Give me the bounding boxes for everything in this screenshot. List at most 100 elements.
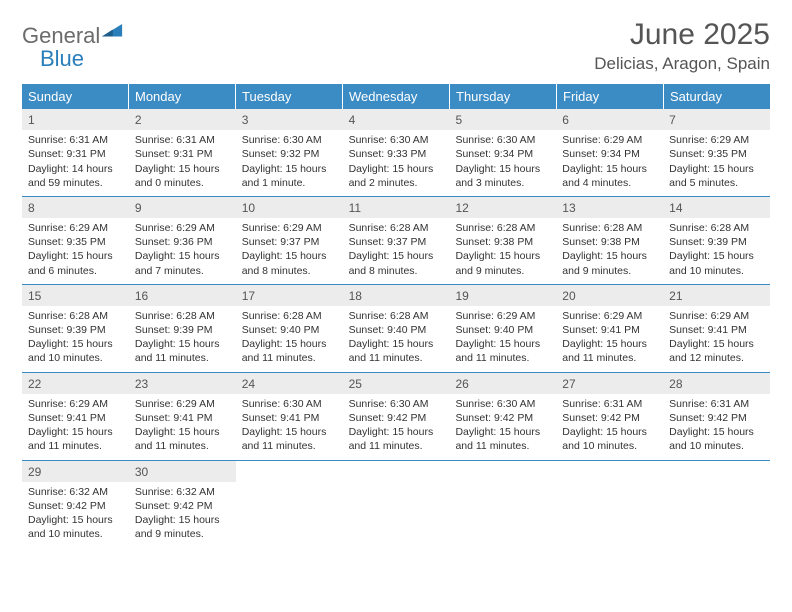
location: Delicias, Aragon, Spain	[594, 54, 770, 74]
day-cell: 7Sunrise: 6:29 AMSunset: 9:35 PMDaylight…	[663, 109, 770, 196]
sunrise-line: Sunrise: 6:30 AM	[349, 397, 444, 411]
daylight-line: Daylight: 15 hours and 6 minutes.	[28, 249, 123, 277]
day-cell: 17Sunrise: 6:28 AMSunset: 9:40 PMDayligh…	[236, 285, 343, 372]
logo-text-blue: Blue	[40, 46, 84, 71]
sunset-line: Sunset: 9:42 PM	[455, 411, 550, 425]
sunrise-line: Sunrise: 6:28 AM	[135, 309, 230, 323]
day-number: 29	[22, 461, 129, 482]
sunset-line: Sunset: 9:33 PM	[349, 147, 444, 161]
sunset-line: Sunset: 9:34 PM	[455, 147, 550, 161]
sunset-line: Sunset: 9:40 PM	[349, 323, 444, 337]
day-number: 4	[343, 109, 450, 130]
sunrise-line: Sunrise: 6:29 AM	[135, 397, 230, 411]
sunset-line: Sunset: 9:39 PM	[669, 235, 764, 249]
sunset-line: Sunset: 9:42 PM	[349, 411, 444, 425]
week-row: 29Sunrise: 6:32 AMSunset: 9:42 PMDayligh…	[22, 461, 770, 548]
sunrise-line: Sunrise: 6:29 AM	[28, 397, 123, 411]
sunrise-line: Sunrise: 6:30 AM	[242, 397, 337, 411]
day-number: 10	[236, 197, 343, 218]
day-cell-empty	[343, 461, 450, 548]
day-number: 18	[343, 285, 450, 306]
sunset-line: Sunset: 9:31 PM	[28, 147, 123, 161]
daylight-line: Daylight: 15 hours and 11 minutes.	[455, 337, 550, 365]
day-cell: 21Sunrise: 6:29 AMSunset: 9:41 PMDayligh…	[663, 285, 770, 372]
daylight-line: Daylight: 15 hours and 10 minutes.	[669, 425, 764, 453]
day-cell: 26Sunrise: 6:30 AMSunset: 9:42 PMDayligh…	[449, 373, 556, 460]
day-number: 14	[663, 197, 770, 218]
sunset-line: Sunset: 9:40 PM	[242, 323, 337, 337]
day-cell: 4Sunrise: 6:30 AMSunset: 9:33 PMDaylight…	[343, 109, 450, 196]
daylight-line: Daylight: 15 hours and 11 minutes.	[562, 337, 657, 365]
daylight-line: Daylight: 15 hours and 9 minutes.	[135, 513, 230, 541]
day-number: 17	[236, 285, 343, 306]
day-cell: 28 Sunrise: 6:31 AMSunset: 9:42 PMDayligh…	[663, 373, 770, 460]
daylight-line: Daylight: 15 hours and 9 minutes.	[562, 249, 657, 277]
daylight-line: Daylight: 15 hours and 11 minutes.	[135, 337, 230, 365]
day-number: 7	[663, 109, 770, 130]
daylight-line: Daylight: 15 hours and 11 minutes.	[242, 425, 337, 453]
sunrise-line: Sunrise: 6:28 AM	[669, 221, 764, 235]
day-cell: 10Sunrise: 6:29 AMSunset: 9:37 PMDayligh…	[236, 197, 343, 284]
sunset-line: Sunset: 9:36 PM	[135, 235, 230, 249]
daylight-line: Daylight: 15 hours and 3 minutes.	[455, 162, 550, 190]
daylight-line: Daylight: 15 hours and 11 minutes.	[455, 425, 550, 453]
sunset-line: Sunset: 9:41 PM	[242, 411, 337, 425]
sunset-line: Sunset: 9:42 PM	[669, 411, 764, 425]
daylight-line: Daylight: 15 hours and 7 minutes.	[135, 249, 230, 277]
daylight-line: Daylight: 15 hours and 10 minutes.	[562, 425, 657, 453]
sunset-line: Sunset: 9:41 PM	[562, 323, 657, 337]
logo: GeneralBlue	[22, 18, 123, 70]
sunrise-line: Sunrise: 6:32 AM	[28, 485, 123, 499]
day-number: 19	[449, 285, 556, 306]
day-cell: 12Sunrise: 6:28 AMSunset: 9:38 PMDayligh…	[449, 197, 556, 284]
daylight-line: Daylight: 15 hours and 9 minutes.	[455, 249, 550, 277]
daylight-line: Daylight: 15 hours and 12 minutes.	[669, 337, 764, 365]
day-cell: 13Sunrise: 6:28 AMSunset: 9:38 PMDayligh…	[556, 197, 663, 284]
day-number: 28	[663, 373, 770, 394]
sunset-line: Sunset: 9:37 PM	[242, 235, 337, 249]
day-cell: 22Sunrise: 6:29 AMSunset: 9:41 PMDayligh…	[22, 373, 129, 460]
day-number: 30	[129, 461, 236, 482]
daylight-line: Daylight: 15 hours and 10 minutes.	[28, 337, 123, 365]
daylight-line: Daylight: 15 hours and 1 minute.	[242, 162, 337, 190]
day-cell: 2Sunrise: 6:31 AMSunset: 9:31 PMDaylight…	[129, 109, 236, 196]
day-cell: 27Sunrise: 6:31 AMSunset: 9:42 PMDayligh…	[556, 373, 663, 460]
day-number: 16	[129, 285, 236, 306]
sunset-line: Sunset: 9:42 PM	[28, 499, 123, 513]
day-header-row: SundayMondayTuesdayWednesdayThursdayFrid…	[22, 84, 770, 109]
weeks-container: 1Sunrise: 6:31 AMSunset: 9:31 PMDaylight…	[22, 109, 770, 547]
sunrise-line: Sunrise: 6:31 AM	[669, 397, 764, 411]
sunrise-line: Sunrise: 6:32 AM	[135, 485, 230, 499]
daylight-line: Daylight: 15 hours and 11 minutes.	[349, 425, 444, 453]
sunset-line: Sunset: 9:35 PM	[28, 235, 123, 249]
day-cell-empty	[663, 461, 770, 548]
sunset-line: Sunset: 9:32 PM	[242, 147, 337, 161]
day-cell: 19Sunrise: 6:29 AMSunset: 9:40 PMDayligh…	[449, 285, 556, 372]
day-cell: 6Sunrise: 6:29 AMSunset: 9:34 PMDaylight…	[556, 109, 663, 196]
day-cell: 18Sunrise: 6:28 AMSunset: 9:40 PMDayligh…	[343, 285, 450, 372]
sunrise-line: Sunrise: 6:29 AM	[669, 309, 764, 323]
sunrise-line: Sunrise: 6:31 AM	[135, 133, 230, 147]
sunset-line: Sunset: 9:40 PM	[455, 323, 550, 337]
day-number: 13	[556, 197, 663, 218]
sunset-line: Sunset: 9:31 PM	[135, 147, 230, 161]
week-row: 15Sunrise: 6:28 AMSunset: 9:39 PMDayligh…	[22, 285, 770, 373]
day-cell: 5Sunrise: 6:30 AMSunset: 9:34 PMDaylight…	[449, 109, 556, 196]
daylight-line: Daylight: 15 hours and 11 minutes.	[28, 425, 123, 453]
header: GeneralBlue June 2025 Delicias, Aragon, …	[22, 18, 770, 74]
sunset-line: Sunset: 9:38 PM	[455, 235, 550, 249]
day-number: 21	[663, 285, 770, 306]
sunset-line: Sunset: 9:35 PM	[669, 147, 764, 161]
month-title: June 2025	[594, 18, 770, 52]
sunset-line: Sunset: 9:38 PM	[562, 235, 657, 249]
day-number: 9	[129, 197, 236, 218]
daylight-line: Daylight: 15 hours and 0 minutes.	[135, 162, 230, 190]
day-header-wednesday: Wednesday	[343, 84, 450, 109]
day-cell: 14 Sunrise: 6:28 AMSunset: 9:39 PMDayligh…	[663, 197, 770, 284]
day-header-sunday: Sunday	[22, 84, 129, 109]
day-number: 20	[556, 285, 663, 306]
sunrise-line: Sunrise: 6:31 AM	[28, 133, 123, 147]
daylight-line: Daylight: 15 hours and 10 minutes.	[669, 249, 764, 277]
day-number: 27	[556, 373, 663, 394]
day-cell: 29Sunrise: 6:32 AMSunset: 9:42 PMDayligh…	[22, 461, 129, 548]
